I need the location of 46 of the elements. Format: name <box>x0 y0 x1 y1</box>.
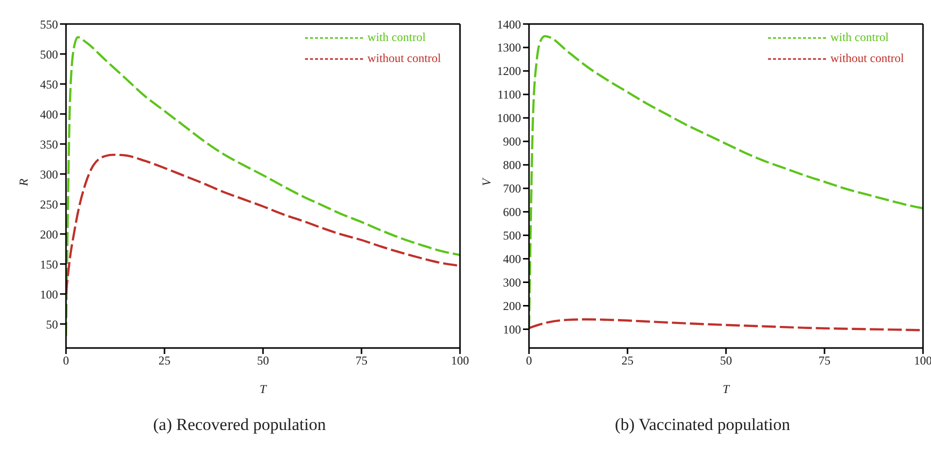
y-tick-label: 500 <box>503 228 521 243</box>
legend-label: without control <box>367 51 441 66</box>
y-tick-label: 250 <box>40 197 58 212</box>
x-tick-label: 25 <box>622 354 634 368</box>
y-tick-label: 900 <box>503 134 521 149</box>
y-tick-label: 150 <box>40 257 58 272</box>
line-series <box>529 318 923 332</box>
y-axis-title: R <box>16 178 30 187</box>
text: (a) Recovered population <box>152 415 327 435</box>
y-tick-label: 300 <box>503 276 521 290</box>
y-tick-label: 1000 <box>497 111 521 126</box>
x-axis-title: T <box>722 382 731 396</box>
y-tick-label: 600 <box>503 205 521 220</box>
y-tick-label: 800 <box>503 158 521 172</box>
x-tick-label: 100 <box>451 354 469 368</box>
x-tick-label: 50 <box>257 354 269 368</box>
y-tick-label: 450 <box>40 77 58 92</box>
legend-label: without control <box>830 51 904 66</box>
y-tick-label: 100 <box>40 287 58 302</box>
y-tick-label: 500 <box>40 47 58 62</box>
y-tick-label: 200 <box>503 299 521 313</box>
x-tick-label: 50 <box>720 354 732 368</box>
y-tick-label: 300 <box>40 167 58 182</box>
y-tick-label: 400 <box>503 252 521 266</box>
line-series <box>66 154 460 296</box>
y-tick-label: 350 <box>40 137 58 152</box>
y-tick-label: 550 <box>40 17 58 32</box>
y-axis-title: V <box>479 177 494 186</box>
x-axis-title: T <box>260 382 268 396</box>
x-tick-label: 0 <box>526 354 532 368</box>
y-tick-label: 1100 <box>497 88 521 102</box>
x-tick-label: 75 <box>818 354 830 368</box>
text: (b) Vaccinated population <box>614 415 792 435</box>
y-tick-label: 100 <box>503 322 521 336</box>
legend-label: with control <box>830 30 889 45</box>
x-tick-label: 25 <box>158 354 170 368</box>
legend-label: with control <box>367 30 426 45</box>
x-tick-label: 0 <box>63 354 69 368</box>
y-tick-label: 200 <box>40 227 58 242</box>
y-tick-label: 1200 <box>497 64 521 78</box>
y-tick-label: 400 <box>40 107 58 122</box>
y-tick-label: 1400 <box>497 17 521 32</box>
x-tick-label: 75 <box>356 354 368 368</box>
y-tick-label: 50 <box>46 317 58 332</box>
y-tick-label: 700 <box>503 182 521 196</box>
y-tick-label: 1300 <box>497 40 521 55</box>
